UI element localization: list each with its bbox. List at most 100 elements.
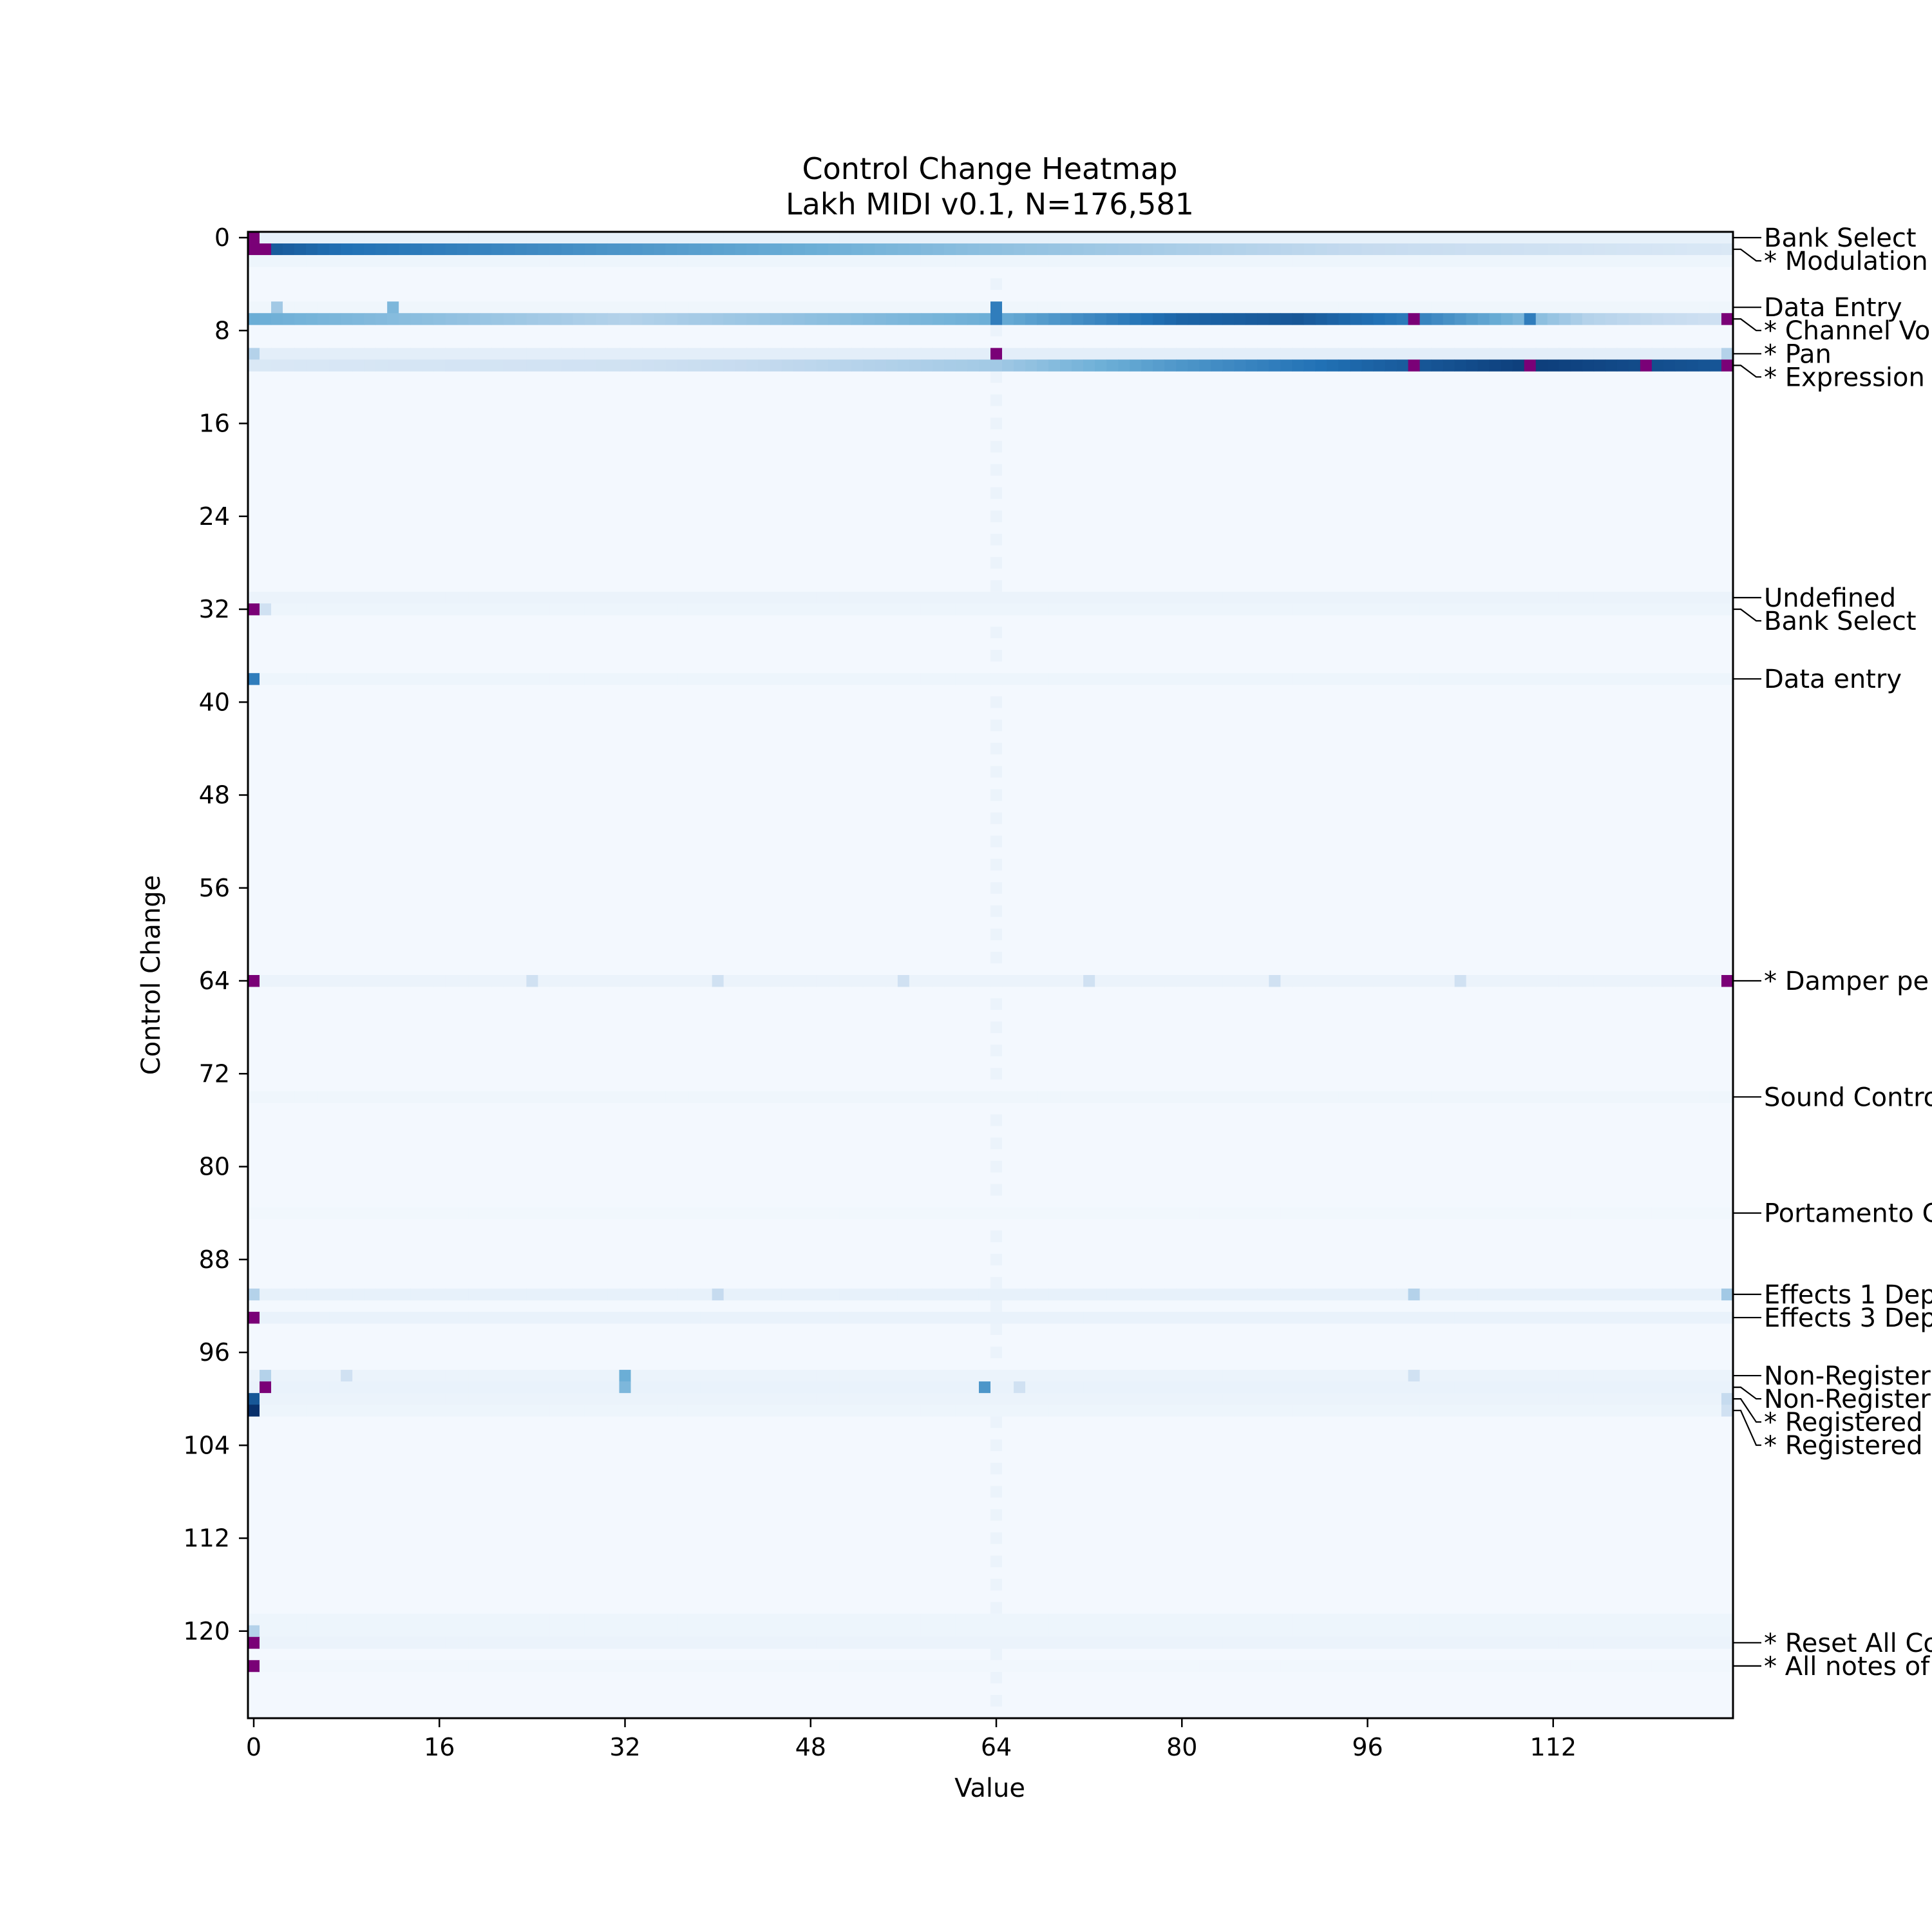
heatmap-cell: [375, 232, 388, 244]
heatmap-cell: [1060, 673, 1072, 685]
heatmap-cell: [248, 1288, 260, 1301]
heatmap-cell: [1222, 232, 1235, 244]
heatmap-cell: [1234, 255, 1246, 267]
heatmap-cell: [1199, 313, 1211, 325]
heatmap-cell: [1303, 1636, 1316, 1649]
heatmap-cell: [1698, 255, 1710, 267]
heatmap-cell: [1164, 1381, 1177, 1394]
heatmap-cell: [1524, 1636, 1537, 1649]
heatmap-cell: [1280, 1613, 1293, 1626]
heatmap-cell: [770, 1207, 782, 1220]
heatmap-cell: [1605, 975, 1618, 987]
heatmap-cell: [1176, 1393, 1188, 1405]
heatmap-cell: [422, 243, 434, 256]
heatmap-cell: [1338, 1311, 1350, 1324]
heatmap-cell: [1303, 1381, 1316, 1394]
heatmap-cell: [1234, 301, 1246, 314]
heatmap-cell: [619, 255, 631, 267]
heatmap-cell: [584, 603, 596, 616]
heatmap-cell: [1535, 1288, 1548, 1301]
heatmap-cell: [1616, 1405, 1629, 1417]
heatmap-cell: [364, 232, 376, 244]
heatmap-cell: [433, 301, 446, 314]
heatmap-cell: [1477, 1288, 1490, 1301]
heatmap-cell: [1721, 359, 1734, 372]
heatmap-cell: [746, 1381, 759, 1394]
heatmap-cell: [468, 591, 480, 604]
heatmap-cell: [422, 1311, 434, 1324]
heatmap-cell: [1141, 348, 1153, 360]
heatmap-cell: [375, 1207, 388, 1220]
heatmap-cell: [1037, 1370, 1049, 1382]
heatmap-cell: [781, 243, 794, 256]
heatmap-cell: [932, 1405, 945, 1417]
heatmap-cell: [654, 1370, 666, 1382]
heatmap-cell: [1141, 255, 1153, 267]
heatmap-cell: [1048, 1405, 1061, 1417]
heatmap-cell: [1072, 975, 1084, 987]
y-tick-label: 88: [199, 1245, 230, 1274]
x-tick-label: 64: [981, 1733, 1012, 1761]
heatmap-cell: [526, 1393, 538, 1405]
heatmap-cell: [1431, 1393, 1444, 1405]
heatmap-cell: [1037, 301, 1049, 314]
heatmap-cell: [1385, 1636, 1397, 1649]
row-label: Non-Register: [1764, 1385, 1931, 1414]
heatmap-cell: [665, 1370, 677, 1382]
heatmap-cell: [1396, 255, 1408, 267]
heatmap-cell: [445, 673, 457, 685]
heatmap-cell: [1315, 348, 1327, 360]
heatmap-cell: [375, 255, 388, 267]
heatmap-cell: [1535, 1405, 1548, 1417]
heatmap-cell: [677, 975, 689, 987]
y-tick-label: 56: [199, 874, 230, 902]
heatmap-cell: [1106, 1370, 1119, 1382]
heatmap-cell: [422, 1207, 434, 1220]
heatmap-cell: [758, 348, 771, 360]
heatmap-cell: [1153, 1660, 1165, 1672]
heatmap-cell: [317, 591, 330, 604]
heatmap-cell: [746, 1393, 759, 1405]
heatmap-cell: [955, 313, 968, 325]
heatmap-cell: [491, 1613, 504, 1626]
heatmap-cell: [1002, 1625, 1014, 1638]
heatmap-cell: [990, 487, 1003, 499]
heatmap-cell: [1686, 359, 1699, 372]
heatmap-cell: [1303, 255, 1316, 267]
heatmap-cell: [433, 1660, 446, 1672]
heatmap-cell: [329, 1311, 341, 1324]
heatmap-cell: [1153, 975, 1165, 987]
heatmap-cell: [573, 1636, 585, 1649]
heatmap-cell: [932, 1370, 945, 1382]
heatmap-cell: [1315, 301, 1327, 314]
heatmap-cell: [317, 359, 330, 372]
heatmap-cell: [839, 301, 852, 314]
heatmap-cell: [607, 1288, 620, 1301]
heatmap-cell: [364, 359, 376, 372]
heatmap-cell: [1524, 313, 1537, 325]
heatmap-cell: [1269, 1636, 1281, 1649]
heatmap-cell: [1628, 255, 1641, 267]
heatmap-cell: [793, 1370, 806, 1382]
heatmap-cell: [1315, 1613, 1327, 1626]
heatmap-cell: [1292, 348, 1304, 360]
heatmap-cell: [955, 1370, 968, 1382]
heatmap-cell: [538, 603, 550, 616]
heatmap-cell: [978, 301, 991, 314]
heatmap-cell: [1060, 1370, 1072, 1382]
heatmap-cell: [1570, 975, 1583, 987]
heatmap-cell: [1698, 1370, 1710, 1382]
heatmap-cell: [573, 591, 585, 604]
heatmap-cell: [1292, 313, 1304, 325]
heatmap-cell: [1361, 603, 1374, 616]
heatmap-cell: [294, 301, 307, 314]
heatmap-cell: [712, 1393, 724, 1405]
heatmap-cell: [828, 1660, 840, 1672]
heatmap-cell: [1257, 673, 1269, 685]
heatmap-cell: [677, 1311, 689, 1324]
heatmap-cell: [1698, 603, 1710, 616]
heatmap-cell: [410, 603, 422, 616]
heatmap-cell: [561, 603, 573, 616]
heatmap-cell: [445, 975, 457, 987]
heatmap-cell: [897, 313, 910, 325]
